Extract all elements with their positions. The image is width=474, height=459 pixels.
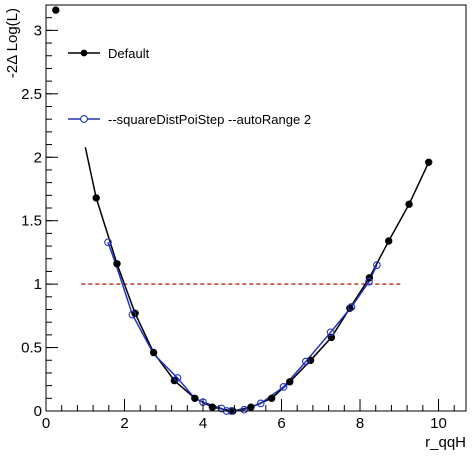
data-point-default bbox=[149, 348, 158, 357]
y-tick-label: 2 bbox=[34, 149, 42, 166]
y-tick-label: 0.5 bbox=[21, 340, 42, 357]
data-point-default bbox=[385, 237, 393, 245]
y-tick-label: 0 bbox=[34, 403, 42, 420]
legend-marker-default bbox=[80, 49, 88, 57]
data-point-squaredist bbox=[365, 277, 373, 286]
data-point-default bbox=[268, 394, 276, 402]
data-point-default bbox=[286, 378, 294, 386]
y-tick-label: 3 bbox=[34, 22, 42, 39]
legend-marker-squaredist bbox=[80, 115, 88, 123]
data-point-squaredist bbox=[373, 261, 381, 269]
data-point-squaredist bbox=[173, 374, 182, 382]
data-point-default bbox=[92, 194, 100, 202]
x-tick-label: 10 bbox=[430, 415, 447, 432]
data-point-default bbox=[191, 394, 199, 402]
y-tick-label: 2.5 bbox=[21, 86, 42, 103]
data-point-default bbox=[425, 158, 433, 166]
data-point-squaredist bbox=[240, 405, 249, 414]
legend: Default --squareDistPoiStep --autoRange … bbox=[68, 46, 311, 127]
legend-label-squaredist: --squareDistPoiStep --autoRange 2 bbox=[108, 112, 311, 127]
data-point-default bbox=[405, 200, 413, 208]
x-tick-label: 0 bbox=[42, 415, 50, 432]
y-axis-label: -2Δ Log(L) bbox=[4, 8, 21, 78]
x-tick-label: 4 bbox=[199, 415, 207, 432]
x-axis-label: r_qqH bbox=[425, 434, 466, 451]
data-point-squaredist bbox=[279, 383, 288, 391]
data-point-squaredist bbox=[104, 238, 112, 247]
axes-layer: 0 2 4 6 8 10 0 0.5 1 1.5 2 2.5 3 bbox=[21, 4, 455, 432]
data-point-default bbox=[247, 403, 255, 411]
data-point-squaredist bbox=[256, 399, 265, 408]
legend-label-default: Default bbox=[108, 46, 150, 61]
points-layer bbox=[52, 6, 433, 415]
y-tick-label: 1 bbox=[34, 276, 42, 293]
data-point-squaredist bbox=[347, 303, 356, 311]
data-point-default bbox=[113, 260, 121, 268]
data-point-squaredist bbox=[128, 310, 137, 319]
data-point-default bbox=[52, 6, 60, 14]
x-tick-label: 8 bbox=[356, 415, 364, 432]
data-point-default bbox=[208, 403, 217, 411]
data-point-squaredist bbox=[326, 328, 335, 337]
data-point-squaredist bbox=[302, 357, 310, 366]
x-tick-label: 6 bbox=[277, 415, 285, 432]
y-tick-label: 1.5 bbox=[21, 213, 42, 230]
x-tick-label: 2 bbox=[120, 415, 128, 432]
